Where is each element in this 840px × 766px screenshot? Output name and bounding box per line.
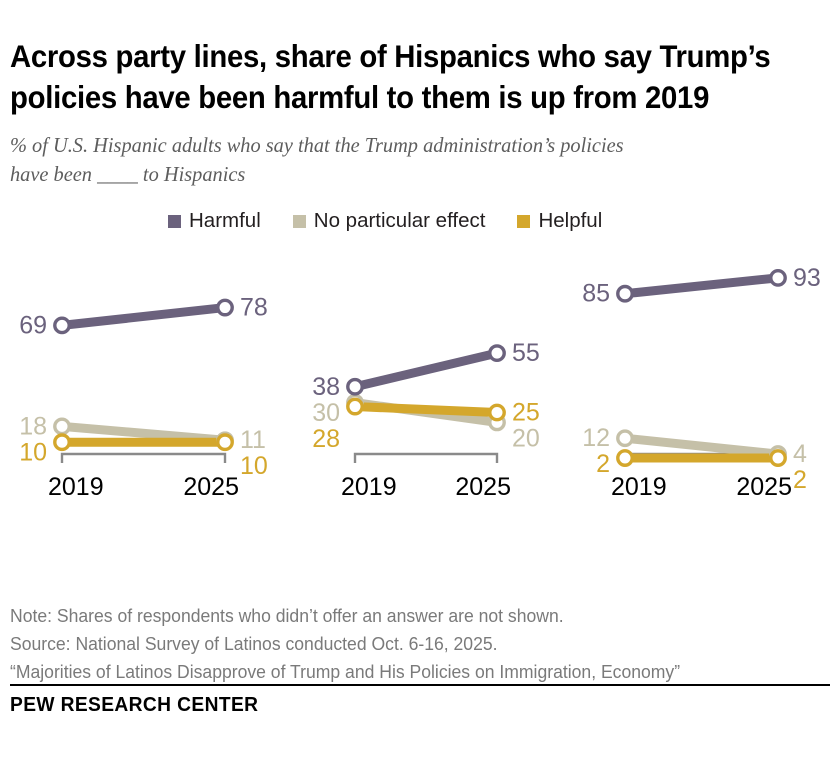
data-point-marker — [53, 432, 71, 451]
data-point-marker — [53, 316, 71, 334]
data-point-marker — [769, 448, 787, 467]
data-point-marker — [616, 284, 634, 303]
data-point-value-label: 12 — [582, 424, 610, 452]
x-axis-tick-label: 2019 — [48, 473, 104, 501]
data-point-value-label: 25 — [512, 398, 540, 426]
data-point-value-label: 10 — [240, 452, 268, 480]
chart-plot-area: All Hispanic adults20192025181110106978R… — [10, 246, 830, 566]
data-point-value-label: 2 — [596, 450, 610, 478]
data-point-value-label: 55 — [512, 339, 540, 367]
pew-research-center-logo: PEW RESEARCH CENTER — [10, 694, 259, 716]
data-point-marker — [346, 377, 364, 396]
chart-subtitle: % of U.S. Hispanic adults who say that t… — [10, 133, 624, 187]
x-axis-tick-label: 2025 — [455, 473, 511, 501]
data-point-marker — [53, 417, 71, 435]
footer-source: Source: National Survey of Latinos condu… — [10, 633, 498, 655]
data-point-value-label: 4 — [793, 440, 807, 468]
chart-panel: Dem/Lean Dem20192025124228593 — [582, 264, 821, 501]
data-point-value-label: 85 — [582, 279, 610, 307]
data-point-value-label: 2 — [793, 466, 807, 494]
data-point-marker — [488, 403, 506, 422]
footer-report-title: “Majorities of Latinos Disapprove of Tru… — [10, 661, 681, 683]
data-point-value-label: 20 — [512, 424, 540, 452]
x-axis-tick-label: 2025 — [736, 473, 792, 501]
legend-label-no-particular-effect: No particular effect — [313, 209, 486, 233]
data-point-value-label: 78 — [240, 293, 268, 321]
data-point-value-label: 28 — [312, 424, 340, 452]
series-line — [61, 302, 226, 330]
slope-chart-svg: All Hispanic adults20192025181110106978R… — [19, 264, 821, 501]
chart-panel: Rep/Lean Rep20192025302028253855 — [312, 339, 540, 501]
footer-divider — [10, 684, 830, 686]
data-point-marker — [346, 397, 364, 416]
x-axis-tick-label: 2019 — [611, 473, 667, 501]
data-point-value-label: 10 — [19, 438, 47, 466]
chart-footer: Note: Shares of respondents who didn’t o… — [10, 602, 830, 686]
series-line — [354, 401, 498, 417]
panel-x-axis-bracket — [353, 452, 499, 463]
panel-x-axis-bracket — [60, 452, 227, 463]
legend-item-no-particular-effect: No particular effect — [292, 209, 486, 233]
data-point-marker — [616, 429, 634, 447]
legend-swatch-harmful — [168, 214, 181, 228]
data-point-value-label: 93 — [793, 264, 821, 292]
data-point-value-label: 11 — [240, 426, 266, 454]
legend-item-harmful: Harmful — [168, 211, 261, 232]
chart-legend: Harmful No particular effect Helpful — [10, 211, 830, 232]
legend-swatch-helpful — [517, 214, 531, 228]
data-point-value-label: 69 — [19, 311, 47, 339]
x-axis-tick-label: 2025 — [183, 473, 239, 501]
data-point-marker — [616, 448, 634, 467]
chart-panel: All Hispanic adults20192025181110106978 — [19, 293, 268, 501]
series-line — [624, 433, 779, 459]
data-point-marker — [488, 343, 506, 362]
legend-label-harmful: Harmful — [189, 209, 261, 233]
legend-item-helpful: Helpful — [517, 211, 602, 232]
data-point-value-label: 38 — [312, 372, 340, 400]
x-axis-tick-label: 2019 — [341, 473, 397, 501]
data-point-value-label: 30 — [312, 398, 340, 426]
series-line — [353, 348, 499, 391]
legend-label-helpful: Helpful — [538, 209, 603, 233]
legend-swatch-no-particular-effect — [292, 214, 306, 228]
footer-note: Note: Shares of respondents who didn’t o… — [10, 605, 564, 626]
data-point-marker — [769, 268, 787, 287]
data-point-value-label: 18 — [19, 412, 47, 440]
data-point-marker — [216, 432, 234, 451]
page-title: Across party lines, share of Hispanics w… — [10, 38, 771, 115]
data-point-marker — [216, 298, 234, 317]
series-line — [624, 273, 779, 298]
